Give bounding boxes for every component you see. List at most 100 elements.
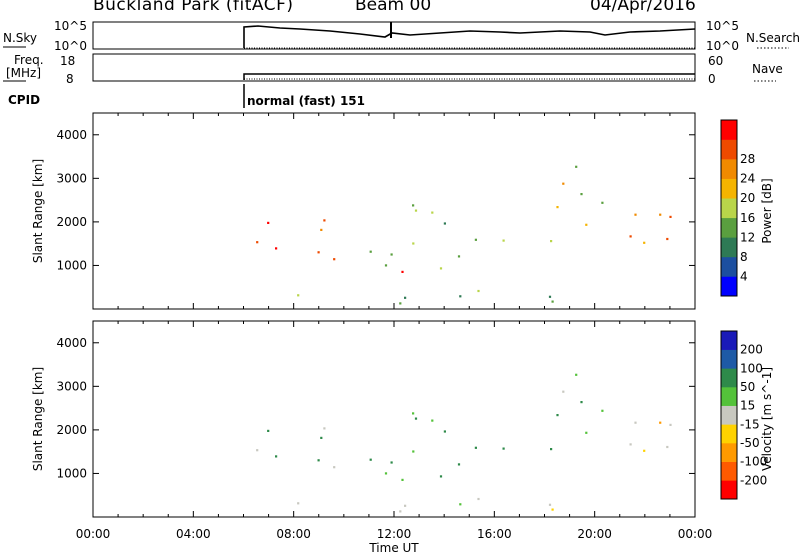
station-title: Buckland Park (fitACF): [93, 0, 294, 15]
velocity-cell: [412, 412, 415, 415]
colorbar-tick-label: 8: [740, 250, 748, 264]
colorbar-tick-label: -50: [740, 436, 760, 450]
power-cell: [275, 247, 278, 250]
velocity-axes: 1000 2000 3000 4000: [56, 321, 696, 517]
y-tick-label: 1000: [56, 466, 87, 480]
colorbar-segment: [721, 461, 737, 481]
velocity-cell: [457, 463, 461, 466]
colorbar-tick-label: 12: [740, 230, 755, 244]
power-cbar-label: Power [dB]: [760, 178, 774, 243]
velocity-cell: [562, 390, 565, 393]
power-cell: [431, 211, 434, 214]
power-cell: [457, 255, 461, 258]
freq-panel: [92, 53, 696, 82]
freq-label-2: [MHz]: [6, 66, 41, 80]
velocity-cell: [474, 446, 477, 449]
power-cell: [439, 267, 443, 270]
nsky-series-line: [243, 25, 696, 48]
velocity-cell: [369, 458, 372, 461]
power-panel-frame: [92, 112, 696, 310]
colorbar-segment: [721, 387, 737, 406]
power-cell: [317, 251, 320, 254]
x-tick-label: 00:00: [76, 527, 111, 541]
velocity-cell: [390, 461, 393, 464]
colorbar-segment: [721, 424, 737, 444]
velocity-cell: [459, 503, 462, 506]
colorbar-tick-label: 100: [740, 361, 763, 375]
power-cell: [585, 223, 588, 226]
velocity-cell: [643, 449, 646, 452]
velocity-cell: [431, 419, 434, 422]
velocity-cell: [412, 450, 415, 453]
x-tick-label: 16:00: [477, 527, 512, 541]
power-scatter: [256, 165, 672, 305]
power-cell: [297, 294, 300, 297]
colorbar-tick-label: -100: [740, 455, 767, 469]
cpid-label: CPID: [8, 93, 40, 107]
power-cell: [550, 240, 553, 243]
power-cell: [412, 204, 415, 207]
power-cell: [629, 235, 632, 238]
colorbar-tick-label: 24: [740, 172, 755, 186]
power-cell: [401, 270, 404, 273]
velocity-cell: [556, 414, 559, 417]
freq-series-line: [243, 73, 695, 80]
power-cell: [601, 201, 604, 204]
power-ylabel: Slant Range [km]: [31, 159, 45, 263]
velocity-cell: [669, 423, 672, 426]
colorbar-tick-label: 28: [740, 152, 755, 166]
nave-tick-bottom: 0: [708, 72, 716, 86]
nsky-right-tick-bottom: 10^0: [706, 39, 739, 53]
velocity-cell: [439, 475, 443, 478]
velocity-cell: [601, 409, 604, 412]
velocity-cell: [414, 417, 418, 420]
power-cell: [669, 215, 672, 218]
colorbar-segment: [721, 120, 737, 140]
colorbar-segment: [721, 237, 737, 258]
power-cell: [323, 219, 326, 222]
freq-tick-top: 18: [60, 54, 75, 68]
y-tick-label: 2000: [56, 423, 87, 437]
power-cell: [502, 239, 505, 242]
velocity-cell: [399, 510, 402, 513]
velocity-cell: [551, 508, 554, 511]
velocity-cell: [317, 459, 320, 462]
velocity-cell: [629, 443, 632, 446]
power-cell: [256, 241, 259, 244]
x-tick-label: 08:00: [276, 527, 311, 541]
velocity-cbar-label: Velocity [m s^-1]: [760, 367, 774, 471]
nsky-panel: [92, 21, 696, 50]
velocity-cell: [550, 448, 553, 451]
colorbar-segment: [721, 159, 737, 179]
nsky-right-tick-top: 10^5: [706, 19, 739, 33]
date-title: 04/Apr/2016: [590, 0, 696, 15]
power-cell: [556, 206, 559, 209]
power-cell: [333, 258, 336, 261]
power-cell: [634, 213, 637, 216]
power-cell: [575, 165, 578, 168]
cpid-value: normal (fast) 151: [247, 94, 365, 108]
colorbar-tick-label: -15: [740, 417, 760, 431]
velocity-ylabel: Slant Range [km]: [31, 367, 45, 471]
colorbar-segment: [721, 368, 737, 388]
velocity-cell: [384, 472, 388, 475]
power-cell: [412, 242, 415, 245]
velocity-cell: [320, 436, 323, 439]
nsearch-label: N.Search: [746, 31, 800, 45]
y-tick-label: 3000: [56, 171, 87, 185]
power-axes: 1000 2000 3000 4000: [56, 113, 696, 309]
colorbar-tick-label: 20: [740, 191, 755, 205]
power-cell: [267, 221, 270, 224]
power-cell: [399, 302, 402, 305]
power-colorbar: 4 8 12 16 20 24 28: [720, 119, 755, 297]
x-tick-label: 20:00: [577, 527, 612, 541]
colorbar-segment: [721, 405, 737, 425]
x-tick-label: 00:00: [678, 527, 713, 541]
x-axis-label: Time UT: [368, 541, 419, 554]
colorbar-segment: [721, 178, 737, 199]
colorbar-frame: [720, 330, 738, 500]
velocity-cell: [477, 497, 480, 501]
colorbar-segment: [721, 331, 737, 350]
colorbar-segment: [721, 443, 737, 462]
power-cell: [369, 250, 372, 253]
